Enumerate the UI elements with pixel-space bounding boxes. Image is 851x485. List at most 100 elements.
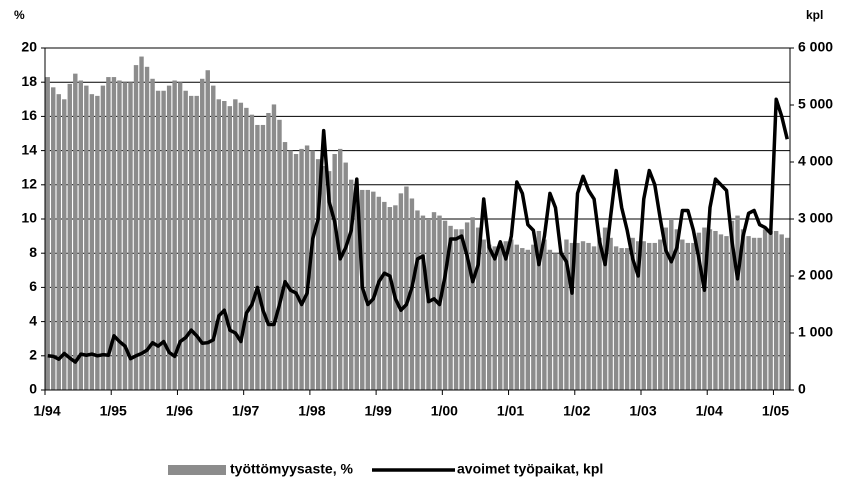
bar xyxy=(647,242,652,390)
bar xyxy=(415,210,420,390)
y2-axis-label: kpl xyxy=(806,8,823,22)
y2-tick-label: 0 xyxy=(798,381,806,397)
bar xyxy=(332,154,337,390)
bar xyxy=(564,239,569,390)
bar xyxy=(784,237,790,390)
bar xyxy=(658,239,663,390)
bar xyxy=(536,230,542,390)
bar xyxy=(531,244,536,390)
bar xyxy=(260,124,266,390)
bar xyxy=(84,85,89,391)
bar xyxy=(569,242,575,390)
bar xyxy=(426,219,431,390)
bar xyxy=(211,85,216,391)
bar xyxy=(459,229,464,390)
x-tick-label: 1/03 xyxy=(629,403,656,419)
bar xyxy=(56,94,61,391)
y2-tick-label: 4 000 xyxy=(798,153,833,169)
bar xyxy=(509,239,514,390)
bar xyxy=(442,220,448,390)
y2-tick-label: 2 000 xyxy=(798,267,833,283)
y-tick-label: 16 xyxy=(21,107,37,123)
bar xyxy=(51,87,56,390)
bar xyxy=(514,244,519,390)
bar xyxy=(409,198,415,390)
bar xyxy=(249,114,255,390)
bar xyxy=(724,236,729,390)
bar xyxy=(685,242,691,390)
bar xyxy=(718,234,724,390)
bar xyxy=(404,186,409,390)
bar xyxy=(150,78,155,390)
bar xyxy=(382,201,387,390)
bar xyxy=(144,66,150,390)
x-tick-label: 1/05 xyxy=(762,403,789,419)
y-tick-label: 8 xyxy=(29,244,37,260)
bar xyxy=(227,106,233,390)
bar xyxy=(751,237,757,390)
bar xyxy=(580,241,586,390)
bar xyxy=(67,83,72,390)
bar xyxy=(691,242,696,390)
bar xyxy=(492,246,497,390)
bar xyxy=(155,90,161,390)
bar xyxy=(547,249,553,390)
y-tick-label: 20 xyxy=(21,39,37,55)
x-tick-label: 1/02 xyxy=(563,403,590,419)
bar xyxy=(498,242,503,390)
bar xyxy=(216,99,221,391)
bar xyxy=(78,80,84,391)
bar xyxy=(161,90,166,390)
y-tick-label: 2 xyxy=(29,347,37,363)
bar xyxy=(244,107,249,390)
bar xyxy=(177,82,183,390)
x-tick-label: 1/00 xyxy=(431,403,458,419)
bar xyxy=(586,242,591,390)
bar xyxy=(674,229,680,390)
bar xyxy=(475,227,481,390)
bar xyxy=(238,102,244,390)
bar xyxy=(553,253,558,390)
bar xyxy=(729,220,735,390)
y2-tick-label: 3 000 xyxy=(798,210,833,226)
bar xyxy=(663,227,668,390)
bar xyxy=(707,229,713,390)
bar xyxy=(354,188,359,390)
bar xyxy=(200,78,205,390)
bar xyxy=(680,239,685,390)
bar xyxy=(376,196,382,390)
bar xyxy=(89,94,95,391)
y-axis-label: % xyxy=(14,8,25,22)
bar xyxy=(321,165,326,390)
y-tick-label: 4 xyxy=(29,312,37,328)
bar xyxy=(299,148,304,390)
bar xyxy=(398,193,404,390)
bar xyxy=(106,77,111,390)
bar xyxy=(310,150,315,390)
x-tick-label: 1/98 xyxy=(298,403,325,419)
bar xyxy=(503,241,508,390)
bar xyxy=(133,65,139,390)
x-tick-label: 1/97 xyxy=(232,403,259,419)
bar xyxy=(73,73,78,391)
bar xyxy=(608,237,613,390)
bar xyxy=(95,95,100,390)
bar xyxy=(702,227,707,390)
bar xyxy=(779,234,784,390)
x-tick-label: 1/01 xyxy=(497,403,524,419)
bar xyxy=(757,237,762,390)
bar xyxy=(746,236,751,390)
bar xyxy=(481,239,486,390)
bar xyxy=(188,95,194,390)
bar xyxy=(696,232,702,390)
bar xyxy=(420,215,426,390)
bar xyxy=(740,229,746,390)
bar xyxy=(768,230,773,390)
bar xyxy=(365,189,370,390)
bar xyxy=(591,246,597,390)
x-tick-label: 1/95 xyxy=(100,403,127,419)
bar xyxy=(194,95,199,390)
y2-tick-label: 1 000 xyxy=(798,324,833,340)
bar xyxy=(304,145,310,390)
